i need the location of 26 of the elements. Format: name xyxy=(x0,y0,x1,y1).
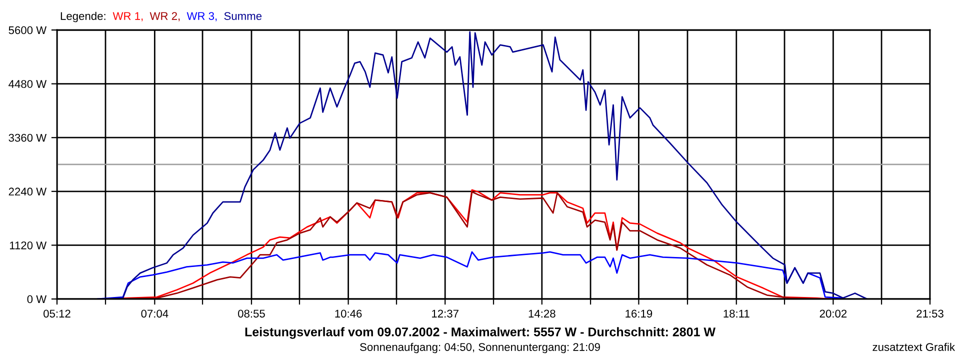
x-tick-label: 12:37 xyxy=(432,310,458,318)
y-tick-label: 2240 W xyxy=(8,188,47,196)
text: Leistungsverlauf vom 09.07.2002 - Maximalwert: 5557 W - Durchschnitt: 2801 W xyxy=(245,327,716,339)
x-tick-label: 18:11 xyxy=(724,310,750,318)
text: zusatztext Grafik xyxy=(872,342,956,351)
text: Summe xyxy=(224,12,262,20)
x-tick-label: 05:12 xyxy=(44,310,70,318)
x-tick-label: 21:53 xyxy=(916,310,944,318)
x-tick-label: 07:04 xyxy=(141,310,168,318)
x-tick-label: 08:55 xyxy=(238,310,265,318)
text: WR 3, xyxy=(186,12,217,22)
y-tick-label: 5600 W xyxy=(8,26,47,34)
text: Sonnenaufgang: 04:50, Sonnenuntergang: 21:09 xyxy=(360,342,600,354)
line-series xyxy=(97,251,844,299)
y-tick-label: 3360 W xyxy=(8,134,47,142)
text: WR 2, xyxy=(150,12,180,22)
x-tick-label: 20:02 xyxy=(820,310,847,318)
x-tick-label: 14:28 xyxy=(528,310,556,318)
legend-title: Legende: xyxy=(60,12,106,22)
y-tick-label: 0 W xyxy=(27,295,47,304)
x-tick-label: 10:46 xyxy=(335,310,362,318)
line-series xyxy=(97,31,868,299)
y-tick-label: 1120 W xyxy=(10,241,47,250)
text: WR 1, xyxy=(112,12,143,22)
x-tick-label: 16:19 xyxy=(626,310,652,318)
y-tick-label: 4480 W xyxy=(8,80,47,88)
